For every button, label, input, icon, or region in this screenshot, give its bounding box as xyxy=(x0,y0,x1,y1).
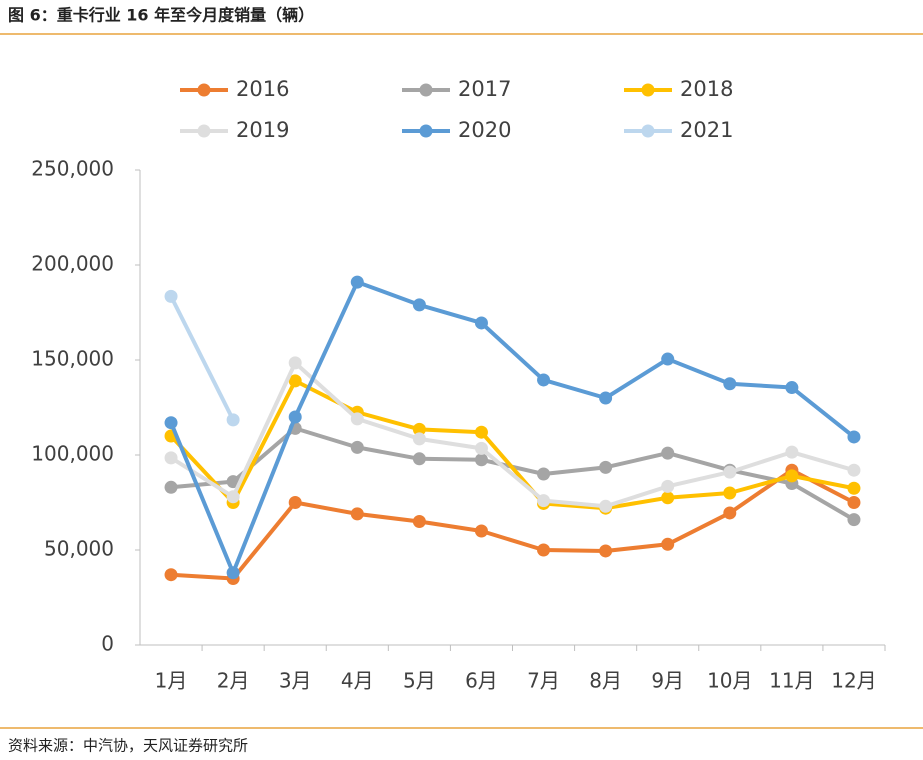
data-point xyxy=(661,537,675,551)
data-point xyxy=(164,289,178,303)
x-tick-label: 7月 xyxy=(527,669,560,693)
data-point xyxy=(226,490,240,504)
legend-marker xyxy=(419,83,433,97)
y-tick-label: 50,000 xyxy=(44,537,114,561)
data-point xyxy=(226,413,240,427)
data-point xyxy=(474,441,488,455)
data-point xyxy=(537,373,551,387)
x-tick-label: 11月 xyxy=(769,669,814,693)
data-point xyxy=(412,452,426,466)
source: 资料来源：中汽协，天风证券研究所 xyxy=(8,737,248,755)
y-tick-label: 250,000 xyxy=(31,157,114,181)
data-point xyxy=(847,481,861,495)
x-tick-label: 9月 xyxy=(651,669,684,693)
data-point xyxy=(847,463,861,477)
data-point xyxy=(412,298,426,312)
data-point xyxy=(599,391,613,405)
data-point xyxy=(164,451,178,465)
data-point xyxy=(723,486,737,500)
data-point xyxy=(474,425,488,439)
data-point xyxy=(599,544,613,558)
data-point xyxy=(288,374,302,388)
data-point xyxy=(537,467,551,481)
data-point xyxy=(847,430,861,444)
data-point xyxy=(474,524,488,538)
data-point xyxy=(288,410,302,424)
legend-marker xyxy=(197,124,211,138)
series-line xyxy=(169,295,235,421)
series-line xyxy=(169,378,855,511)
legend-label: 2018 xyxy=(680,77,733,101)
x-tick-label: 1月 xyxy=(155,669,188,693)
legend-marker xyxy=(641,124,655,138)
legend-label: 2017 xyxy=(458,77,511,101)
y-tick-label: 100,000 xyxy=(31,442,114,466)
data-point xyxy=(474,453,488,467)
x-tick-label: 3月 xyxy=(279,669,312,693)
data-point xyxy=(350,412,364,426)
data-point xyxy=(599,460,613,474)
x-tick-label: 10月 xyxy=(707,669,752,693)
y-tick-label: 150,000 xyxy=(31,347,114,371)
legend-marker xyxy=(641,83,655,97)
data-point xyxy=(599,499,613,513)
data-point xyxy=(847,496,861,509)
legend-marker xyxy=(419,124,433,138)
series-line xyxy=(169,280,856,575)
data-point xyxy=(412,432,426,446)
data-point xyxy=(164,416,178,430)
data-point xyxy=(226,566,240,580)
data-point xyxy=(785,469,799,483)
data-point xyxy=(537,494,551,508)
data-point xyxy=(847,513,861,527)
legend-label: 2020 xyxy=(458,118,511,142)
data-point xyxy=(164,480,178,494)
data-point xyxy=(288,496,302,509)
data-point xyxy=(350,507,364,521)
x-tick-label: 8月 xyxy=(589,669,622,693)
data-point xyxy=(661,446,675,460)
legend-label: 2021 xyxy=(680,118,733,142)
legend-label: 2019 xyxy=(236,118,289,142)
data-point xyxy=(412,422,426,436)
x-tick-label: 2月 xyxy=(217,669,250,693)
data-point xyxy=(350,275,364,289)
data-point xyxy=(226,475,240,489)
x-tick-label: 12月 xyxy=(831,669,876,693)
legend-marker xyxy=(197,83,211,97)
data-point xyxy=(723,465,737,479)
data-point xyxy=(537,543,551,557)
data-point xyxy=(164,568,178,582)
x-tick-label: 6月 xyxy=(465,669,498,693)
data-point xyxy=(661,491,675,505)
x-tick-label: 4月 xyxy=(341,669,374,693)
legend-label: 2016 xyxy=(236,77,289,101)
data-point xyxy=(785,445,799,459)
data-point xyxy=(350,440,364,454)
data-point xyxy=(474,316,488,330)
data-point xyxy=(785,381,799,395)
y-tick-label: 200,000 xyxy=(31,252,114,276)
series-line xyxy=(169,360,855,509)
data-point xyxy=(723,506,737,520)
data-point xyxy=(288,356,302,370)
data-point xyxy=(661,352,675,366)
data-point xyxy=(661,479,675,493)
x-tick-label: 5月 xyxy=(403,669,436,693)
data-point xyxy=(723,377,737,391)
chart-title: 图 6：重卡行业 16 年至今月度销量（辆） xyxy=(8,6,314,25)
series-line xyxy=(170,468,855,581)
data-point xyxy=(412,515,426,528)
y-tick-label: 0 xyxy=(101,632,114,656)
